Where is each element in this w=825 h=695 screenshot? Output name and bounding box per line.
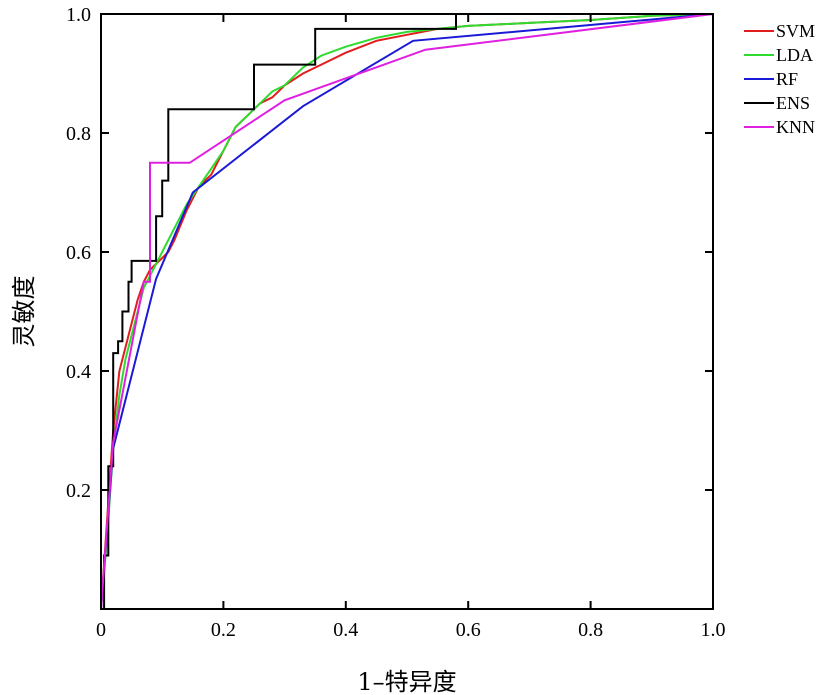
series-layer xyxy=(100,13,714,610)
y-tick-label: 0.2 xyxy=(66,480,91,502)
x-tick-label: 1.0 xyxy=(701,619,726,641)
x-axis-label: 1–特异度 xyxy=(357,668,456,695)
y-tick-label: 0.4 xyxy=(66,361,91,383)
y-axis-label: 灵敏度 xyxy=(10,276,38,348)
tick-layer: 0 0.2 0.4 0.6 0.8 1.0 0.2 0.4 0.6 0.8 1.0 xyxy=(66,4,726,641)
legend-label-ens: ENS xyxy=(776,93,810,113)
series-line-ens xyxy=(101,13,713,610)
x-tick-label: 0.8 xyxy=(578,619,603,641)
x-tick-label: 0 xyxy=(96,619,106,641)
series-line-lda xyxy=(100,13,714,610)
legend-label-lda: LDA xyxy=(776,45,813,65)
series-line-knn xyxy=(100,13,714,610)
y-tick-label: 0.6 xyxy=(66,242,91,264)
y-tick-label: 0.8 xyxy=(66,123,91,145)
legend-label-rf: RF xyxy=(776,69,798,89)
y-tick-label: 1.0 xyxy=(66,4,91,26)
legend-label-svm: SVM xyxy=(776,21,815,41)
series-line-svm xyxy=(100,13,714,610)
plot-frame xyxy=(100,13,714,610)
x-tick-label: 0.4 xyxy=(333,619,358,641)
legend-label-knn: KNN xyxy=(776,117,815,137)
series-line-rf xyxy=(100,13,714,610)
x-tick-label: 0.2 xyxy=(211,619,236,641)
x-tick-label: 0.6 xyxy=(456,619,481,641)
legend: SVM LDA RF ENS KNN xyxy=(744,21,815,137)
